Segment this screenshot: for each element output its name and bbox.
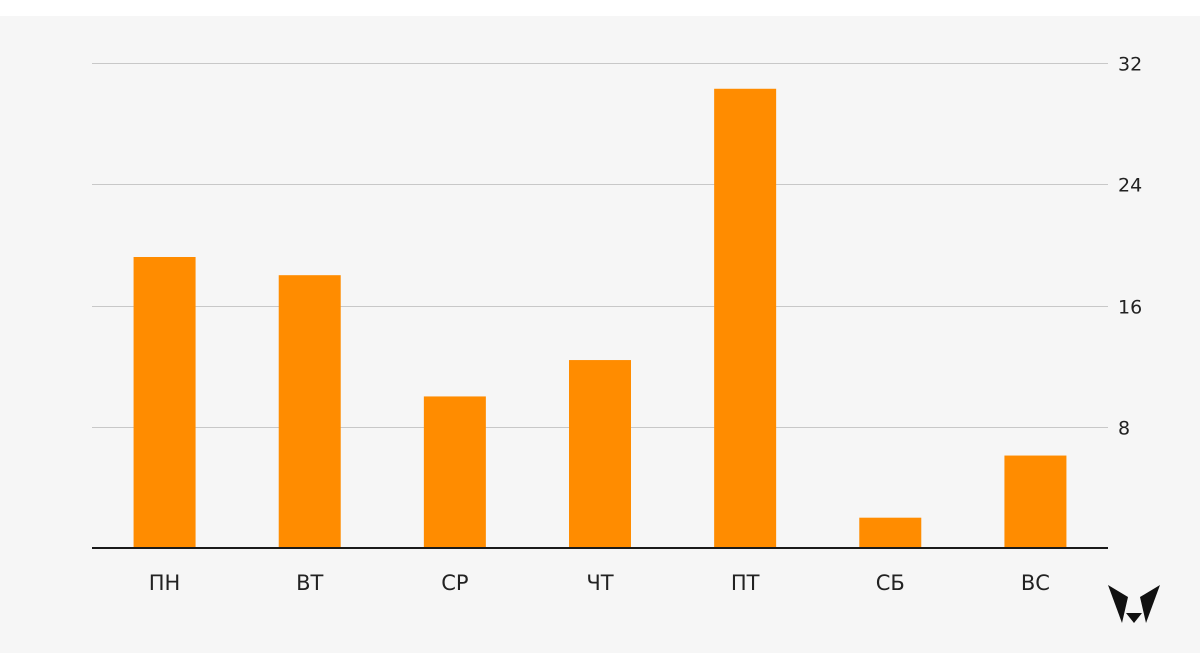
- y-tick-label-16: 16: [1118, 297, 1142, 319]
- bar-2: [423, 396, 486, 548]
- y-tick-label-8: 8: [1118, 418, 1130, 440]
- logo-left-ear: [1108, 585, 1128, 623]
- bar-4: [714, 88, 777, 548]
- x-category-label-0: ПН: [149, 571, 181, 595]
- bars: [133, 88, 1067, 548]
- x-axis-category-labels: ПН ВТ СР ЧТ ПТ СБ ВС: [149, 571, 1050, 595]
- y-tick-label-24: 24: [1118, 175, 1142, 197]
- x-category-label-2: СР: [441, 571, 468, 595]
- y-axis-tick-labels: 8 16 24 32: [1118, 54, 1142, 440]
- x-category-label-4: ПТ: [731, 571, 760, 595]
- bar-6: [1004, 455, 1067, 548]
- fox-head-logo-icon: [1108, 585, 1160, 623]
- grid-lines: [92, 63, 1108, 428]
- x-category-label-5: СБ: [876, 571, 905, 595]
- bar-0: [133, 257, 196, 548]
- logo-nose: [1126, 613, 1142, 623]
- bar-5: [859, 517, 922, 548]
- x-category-label-1: ВТ: [296, 571, 323, 595]
- y-tick-label-32: 32: [1118, 54, 1142, 76]
- x-category-label-3: ЧТ: [586, 571, 613, 595]
- bar-3: [569, 360, 631, 548]
- logo-right-ear: [1140, 585, 1160, 623]
- bar-1: [278, 275, 341, 548]
- x-category-label-6: ВС: [1021, 571, 1050, 595]
